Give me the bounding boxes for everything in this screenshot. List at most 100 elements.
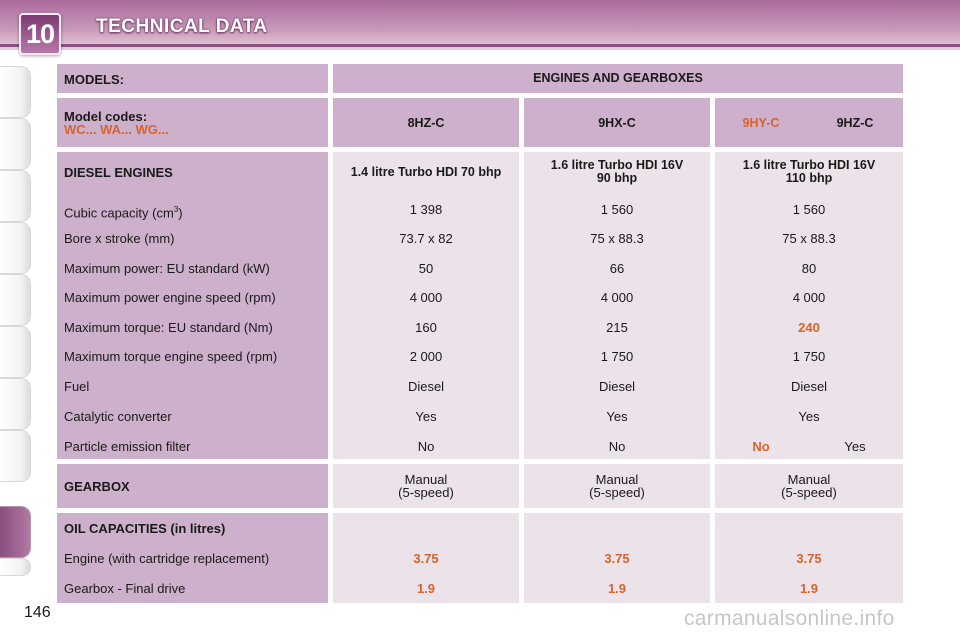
chapter-tab[interactable] bbox=[0, 326, 31, 378]
spec-value: No bbox=[417, 439, 435, 454]
oil-labels-cell: OIL CAPACITIES (in litres) Engine (with … bbox=[57, 513, 328, 603]
engines-heading: ENGINES AND GEARBOXES bbox=[533, 71, 703, 85]
spec-value: 66 bbox=[609, 261, 625, 276]
gearbox-speeds: (5-speed) bbox=[398, 485, 454, 500]
chapter-tab[interactable] bbox=[0, 274, 31, 326]
spec-value-highlighted: No bbox=[752, 439, 770, 454]
spec-label: Maximum torque: EU standard (Nm) bbox=[64, 320, 273, 335]
oil-value: 1.9 bbox=[416, 581, 436, 596]
spec-label: Maximum power: EU standard (kW) bbox=[64, 261, 270, 276]
gearbox-speeds: (5-speed) bbox=[589, 485, 645, 500]
page-number: 146 bbox=[24, 604, 51, 621]
header-divider bbox=[0, 44, 960, 47]
gearbox-speeds: (5-speed) bbox=[781, 485, 837, 500]
chapter-tab[interactable] bbox=[0, 222, 31, 274]
gearbox-cell: Manual (5-speed) bbox=[333, 464, 519, 508]
oil-value: 1.9 bbox=[607, 581, 627, 596]
watermark: carmanualsonline.info bbox=[684, 607, 895, 630]
spec-value: 160 bbox=[415, 320, 437, 335]
model-codes-label: Model codes: bbox=[64, 109, 148, 124]
spec-label: Maximum power engine speed (rpm) bbox=[64, 290, 276, 305]
spec-value: 1 560 bbox=[792, 202, 826, 217]
spec-label: Cubic capacity (cm3) bbox=[64, 205, 183, 221]
spec-value: 1 750 bbox=[600, 349, 634, 364]
spec-value: Yes bbox=[844, 439, 866, 454]
oil-capacities-label: OIL CAPACITIES (in litres) bbox=[64, 521, 226, 536]
diesel-column bbox=[715, 152, 903, 459]
spec-value: 1 560 bbox=[600, 202, 634, 217]
spec-value: 50 bbox=[418, 261, 434, 276]
spec-label: Particle emission filter bbox=[64, 439, 191, 454]
engine-name: 1.4 litre Turbo HDI 70 bhp bbox=[350, 165, 502, 179]
chapter-tab[interactable] bbox=[0, 118, 31, 170]
models-header-cell: MODELS: bbox=[57, 64, 328, 93]
code-cell: 9HY-C 9HZ-C bbox=[715, 98, 903, 147]
oil-row-label: Gearbox - Final drive bbox=[64, 581, 186, 596]
diesel-engines-label: DIESEL ENGINES bbox=[64, 165, 173, 180]
spec-value: Diesel bbox=[407, 379, 445, 394]
gearbox-cell: Manual (5-speed) bbox=[524, 464, 710, 508]
spec-value: 75 x 88.3 bbox=[782, 231, 836, 246]
model-code: 9HZ-C bbox=[836, 116, 874, 130]
oil-value: 3.75 bbox=[604, 551, 630, 566]
gearbox-cell: Manual (5-speed) bbox=[715, 464, 903, 508]
spec-value: 4 000 bbox=[409, 290, 443, 305]
oil-value: 1.9 bbox=[799, 581, 819, 596]
spec-value: 1 398 bbox=[409, 202, 443, 217]
oil-value: 3.75 bbox=[796, 551, 822, 566]
page-title: TECHNICAL DATA bbox=[96, 16, 268, 37]
diesel-column bbox=[524, 152, 710, 459]
diesel-column bbox=[333, 152, 519, 459]
engine-name: 1.6 litre Turbo HDI 16V bbox=[550, 158, 684, 172]
spec-value: 215 bbox=[606, 320, 628, 335]
spec-value: 75 x 88.3 bbox=[590, 231, 644, 246]
gearbox-label: GEARBOX bbox=[64, 479, 130, 494]
oil-value: 3.75 bbox=[413, 551, 439, 566]
model-code: 9HX-C bbox=[598, 116, 636, 130]
spec-value: Yes bbox=[798, 409, 820, 424]
spec-value: Diesel bbox=[598, 379, 636, 394]
code-cell: 8HZ-C bbox=[333, 98, 519, 147]
spec-value: No bbox=[608, 439, 626, 454]
gearbox-type: Manual bbox=[404, 472, 448, 487]
engine-name: 1.6 litre Turbo HDI 16V bbox=[742, 158, 876, 172]
spec-label: Catalytic converter bbox=[64, 409, 172, 424]
spec-value-highlighted: 240 bbox=[798, 320, 820, 335]
oil-column: 3.75 1.9 bbox=[715, 513, 903, 603]
engine-power: 90 bhp bbox=[596, 171, 638, 185]
spec-value: 4 000 bbox=[600, 290, 634, 305]
oil-column: 3.75 1.9 bbox=[524, 513, 710, 603]
engine-power: 110 bhp bbox=[785, 171, 833, 185]
spec-label: Maximum torque engine speed (rpm) bbox=[64, 349, 278, 364]
chapter-tab[interactable] bbox=[0, 430, 31, 482]
spec-value: Yes bbox=[606, 409, 628, 424]
spec-value: Yes bbox=[415, 409, 437, 424]
spec-value: 4 000 bbox=[792, 290, 826, 305]
spec-label: Bore x stroke (mm) bbox=[64, 231, 175, 246]
gearbox-type: Manual bbox=[787, 472, 831, 487]
model-code: 8HZ-C bbox=[407, 116, 445, 130]
chapter-tab-active[interactable] bbox=[0, 506, 31, 558]
chapter-tab[interactable] bbox=[0, 170, 31, 222]
diesel-labels-cell bbox=[57, 152, 328, 459]
engines-header-cell: ENGINES AND GEARBOXES bbox=[333, 64, 903, 93]
spec-value: Diesel bbox=[790, 379, 828, 394]
gearbox-type: Manual bbox=[595, 472, 639, 487]
model-codes-prefixes: WC... WA... WG... bbox=[64, 122, 169, 137]
chapter-tab[interactable] bbox=[0, 378, 31, 430]
code-cell: 9HX-C bbox=[524, 98, 710, 147]
chapter-tab[interactable] bbox=[0, 558, 31, 576]
oil-row-label: Engine (with cartridge replacement) bbox=[64, 551, 270, 566]
model-code-highlighted: 9HY-C bbox=[742, 116, 780, 130]
chapter-badge: 10 bbox=[19, 13, 61, 55]
gearbox-label-cell: GEARBOX bbox=[57, 464, 328, 508]
spec-value: 80 bbox=[801, 261, 817, 276]
oil-column: 3.75 1.9 bbox=[333, 513, 519, 603]
spec-label: Fuel bbox=[64, 379, 90, 394]
spec-value: 2 000 bbox=[409, 349, 443, 364]
spec-value: 73.7 x 82 bbox=[399, 231, 453, 246]
header-band bbox=[0, 0, 960, 50]
chapter-tab[interactable] bbox=[0, 66, 31, 118]
model-codes-cell: Model codes: WC... WA... WG... bbox=[57, 98, 328, 147]
spec-value: 1 750 bbox=[792, 349, 826, 364]
